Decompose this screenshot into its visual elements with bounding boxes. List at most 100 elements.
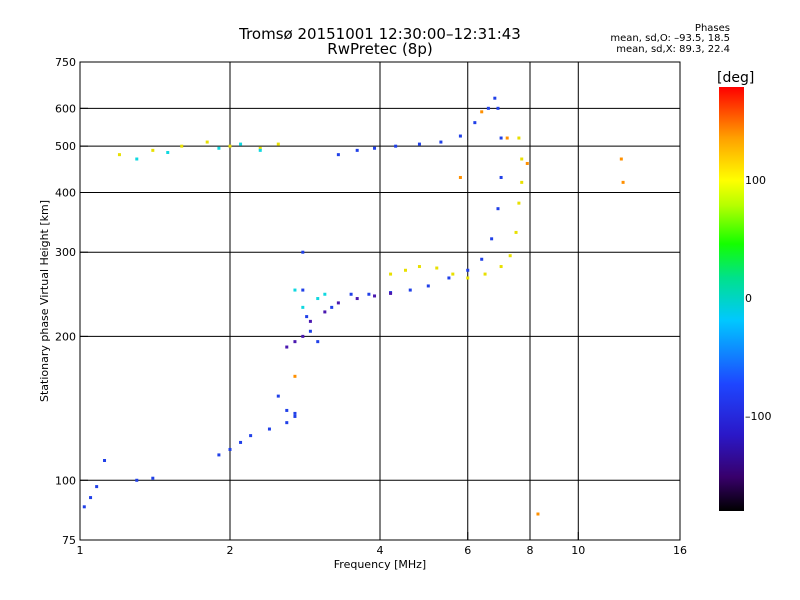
data-point (480, 257, 484, 261)
x-tick-label: 16 (673, 544, 687, 557)
data-point (285, 421, 289, 425)
data-point (239, 142, 243, 146)
data-point (490, 237, 494, 241)
data-point (466, 268, 470, 272)
data-point (285, 408, 289, 412)
colorbar-tick-label: –100 (745, 409, 772, 423)
data-point (486, 106, 490, 110)
data-point (473, 121, 477, 125)
data-point (367, 292, 371, 296)
data-point (82, 505, 86, 509)
data-point (293, 340, 297, 344)
data-point (480, 110, 484, 114)
data-point (276, 142, 280, 146)
data-point (499, 265, 503, 269)
data-point (505, 136, 509, 140)
y-axis-label: Stationary phase Virtual Height [km] (38, 200, 51, 402)
data-point (394, 144, 398, 148)
data-point (301, 334, 305, 338)
colorbar-tick-label: 100 (745, 174, 766, 188)
data-point (514, 230, 518, 234)
data-point (285, 345, 289, 349)
data-point (621, 180, 625, 184)
x-axis-label: Frequency [MHz] (334, 558, 426, 571)
data-point (499, 136, 503, 140)
data-point (89, 496, 93, 500)
data-point (435, 266, 439, 270)
y-tick-label: 75 (62, 534, 76, 547)
phase-info-x-mode: mean, sd,X: 89.3, 22.4 (616, 44, 730, 55)
data-point (520, 157, 524, 161)
data-point (151, 148, 155, 152)
chart-subtitle: RwPretec (8p) (327, 40, 433, 58)
x-tick-label: 4 (377, 544, 384, 557)
data-point (499, 175, 503, 179)
data-point (517, 201, 521, 205)
y-tick-label: 300 (55, 246, 76, 259)
data-point (323, 292, 327, 296)
data-point (483, 272, 487, 276)
data-point (447, 276, 451, 280)
data-point (373, 146, 377, 150)
data-point (239, 440, 243, 444)
x-tick-label: 10 (571, 544, 585, 557)
data-point (117, 153, 121, 157)
data-point (508, 254, 512, 258)
data-point (293, 374, 297, 378)
data-point (417, 265, 421, 269)
data-point (619, 157, 623, 161)
data-point (305, 315, 309, 319)
data-point (458, 134, 462, 138)
data-point (151, 476, 155, 480)
data-point (301, 288, 305, 292)
x-tick-label: 1 (77, 544, 84, 557)
data-point (536, 512, 540, 516)
data-point (180, 144, 184, 148)
data-point (403, 268, 407, 272)
y-tick-label: 200 (55, 330, 76, 343)
data-point (301, 250, 305, 254)
data-point (217, 453, 221, 457)
data-point (308, 319, 312, 323)
data-point (355, 297, 359, 301)
data-point (135, 157, 139, 161)
colorbar-unit: [deg] (717, 70, 755, 86)
data-point (520, 180, 524, 184)
y-tick-label: 500 (55, 140, 76, 153)
data-point (417, 142, 421, 146)
data-point (458, 175, 462, 179)
data-point (323, 310, 327, 314)
data-point (301, 305, 305, 309)
data-point (355, 148, 359, 152)
data-point (205, 140, 209, 144)
data-point (408, 288, 412, 292)
data-point (258, 146, 262, 150)
y-tick-label: 400 (55, 186, 76, 199)
data-point (330, 305, 334, 309)
x-tick-label: 8 (527, 544, 534, 557)
data-point (103, 458, 107, 462)
data-point (166, 150, 170, 154)
data-point (426, 284, 430, 288)
data-point (293, 414, 297, 418)
data-point (258, 148, 262, 152)
data-point (349, 292, 353, 296)
data-point (267, 427, 271, 431)
data-point (217, 146, 221, 150)
data-point (293, 411, 297, 415)
data-point (496, 207, 500, 211)
data-point (496, 106, 500, 110)
data-point (293, 288, 297, 292)
data-point (493, 96, 497, 100)
data-point (308, 329, 312, 333)
data-point (466, 276, 470, 280)
data-point (525, 161, 529, 165)
data-point (336, 301, 340, 305)
y-tick-label: 750 (55, 56, 76, 69)
colorbar-tick-label: 0 (745, 292, 752, 305)
data-point (451, 272, 455, 276)
data-point (389, 291, 393, 295)
phase-info-title: Phases (694, 23, 730, 34)
